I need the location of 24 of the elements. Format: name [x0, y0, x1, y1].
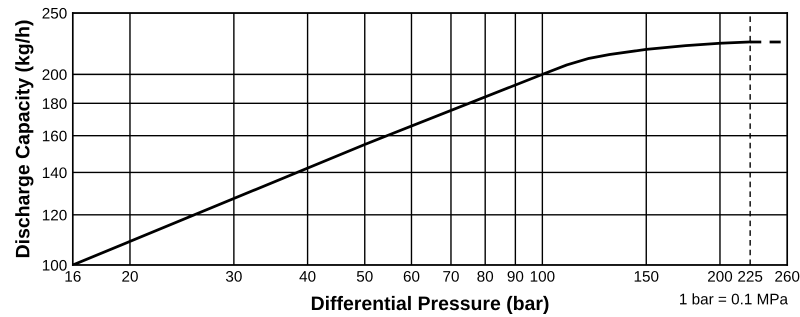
y-tick-label: 180	[42, 98, 67, 110]
x-tick-label: 150	[634, 270, 658, 282]
x-tick-label: 16	[65, 270, 81, 282]
x-tick-label: 80	[477, 270, 494, 282]
y-axis-title: Discharge Capacity (kg/h)	[15, 20, 34, 258]
x-tick-label: 40	[299, 270, 316, 282]
x-tick-label: 60	[404, 270, 420, 282]
y-tick-label: 100	[42, 260, 67, 271]
x-tick-label: 70	[443, 270, 459, 282]
x-tick-label: 30	[226, 270, 242, 282]
x-tick-label: 200	[708, 270, 732, 282]
text: 1 bar = 0.1 MPa	[680, 293, 788, 304]
y-tick-label: 120	[42, 210, 67, 221]
x-tick-label: 20	[122, 270, 138, 282]
y-tick-label: 160	[42, 130, 67, 142]
y-tick-label: 140	[42, 167, 67, 178]
y-tick-label: 250	[42, 8, 67, 19]
x-tick-label: 90	[508, 270, 524, 282]
x-tick-label: 260	[775, 270, 800, 282]
x-tick-label: 100	[530, 270, 555, 282]
y-tick-label: 200	[42, 69, 67, 80]
x-axis-title: Differential Pressure (bar)	[312, 296, 548, 314]
x-tick-label: 50	[356, 270, 373, 282]
x-tick-label: 225	[738, 270, 762, 282]
